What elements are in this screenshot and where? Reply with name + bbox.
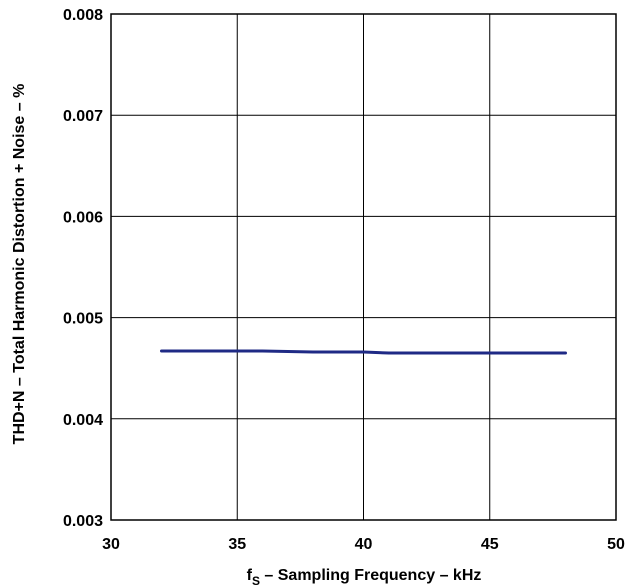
y-tick-label: 0.006 [63, 209, 103, 226]
plot-area-frame [110, 13, 617, 521]
y-tick-label: 0.007 [63, 108, 103, 125]
x-axis-title-subscript: S [252, 574, 260, 588]
x-tick-label: 35 [228, 536, 246, 553]
x-tick-label: 30 [102, 536, 120, 553]
series-layer [160, 349, 567, 355]
grid [111, 14, 616, 520]
y-tick-label: 0.005 [63, 311, 103, 328]
x-tick-label: 45 [481, 536, 499, 553]
y-tick-label: 0.004 [63, 412, 103, 429]
y-axis-title: THD+N – Total Harmonic Distortion + Nois… [11, 84, 28, 445]
y-tick-label: 0.003 [63, 513, 103, 530]
x-axis-tick-labels: 30 35 40 45 50 [102, 536, 625, 553]
x-tick-label: 50 [607, 536, 625, 553]
x-axis-title-rest: – Sampling Frequency – kHz [260, 567, 481, 584]
x-tick-label: 40 [355, 536, 373, 553]
series-line [160, 349, 567, 355]
y-tick-label: 0.008 [63, 7, 103, 24]
x-axis-title-main: f [247, 567, 253, 584]
y-axis-tick-labels: 0.003 0.004 0.005 0.006 0.007 0.008 [63, 7, 103, 530]
x-axis-title: fS – Sampling Frequency – kHz [247, 567, 482, 588]
